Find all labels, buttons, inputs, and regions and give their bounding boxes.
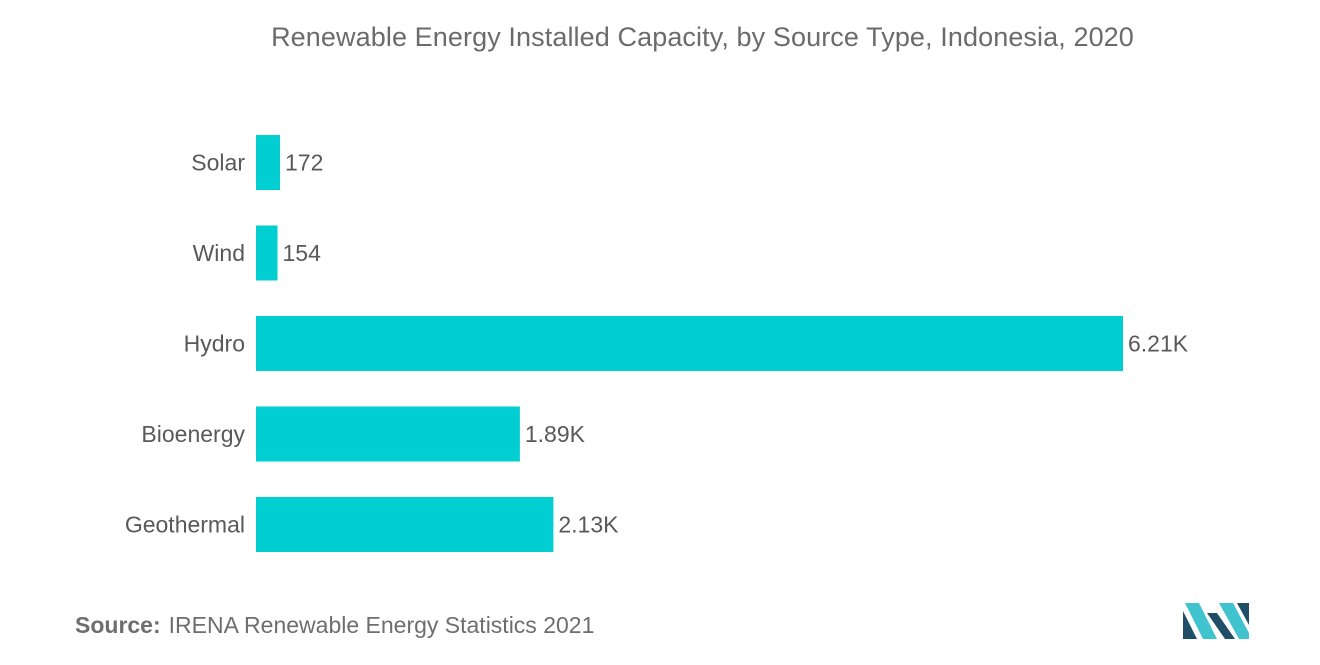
bar-bioenergy — [256, 406, 520, 462]
category-label-geothermal: Geothermal — [125, 512, 245, 538]
logo-left-diagonal — [1185, 603, 1217, 639]
chart-title: Renewable Energy Installed Capacity, by … — [271, 22, 1134, 52]
source-note: Source: IRENA Renewable Energy Statistics… — [75, 612, 594, 639]
source-label: Source: — [75, 612, 161, 638]
category-label-hydro: Hydro — [184, 331, 245, 357]
logo-right-leg — [1237, 603, 1249, 625]
category-label-bioenergy: Bioenergy — [141, 421, 245, 447]
data-label-wind: 154 — [283, 240, 322, 266]
bar-hydro — [256, 316, 1123, 371]
source-text: IRENA Renewable Energy Statistics 2021 — [168, 612, 595, 638]
data-label-bioenergy: 1.89K — [525, 421, 586, 447]
category-label-solar: Solar — [191, 150, 245, 176]
logo-middle-diagonal — [1207, 613, 1235, 639]
bar-geothermal — [256, 497, 554, 552]
data-label-hydro: 6.21K — [1128, 331, 1189, 357]
mordor-intelligence-logo-icon — [1183, 603, 1249, 639]
logo-right-diagonal — [1219, 603, 1249, 639]
bar-solar — [256, 135, 281, 190]
data-label-geothermal: 2.13K — [558, 512, 619, 538]
logo-left-leg — [1183, 611, 1197, 639]
category-label-wind: Wind — [193, 240, 245, 266]
bar-wind — [256, 225, 278, 281]
data-label-solar: 172 — [285, 150, 323, 176]
